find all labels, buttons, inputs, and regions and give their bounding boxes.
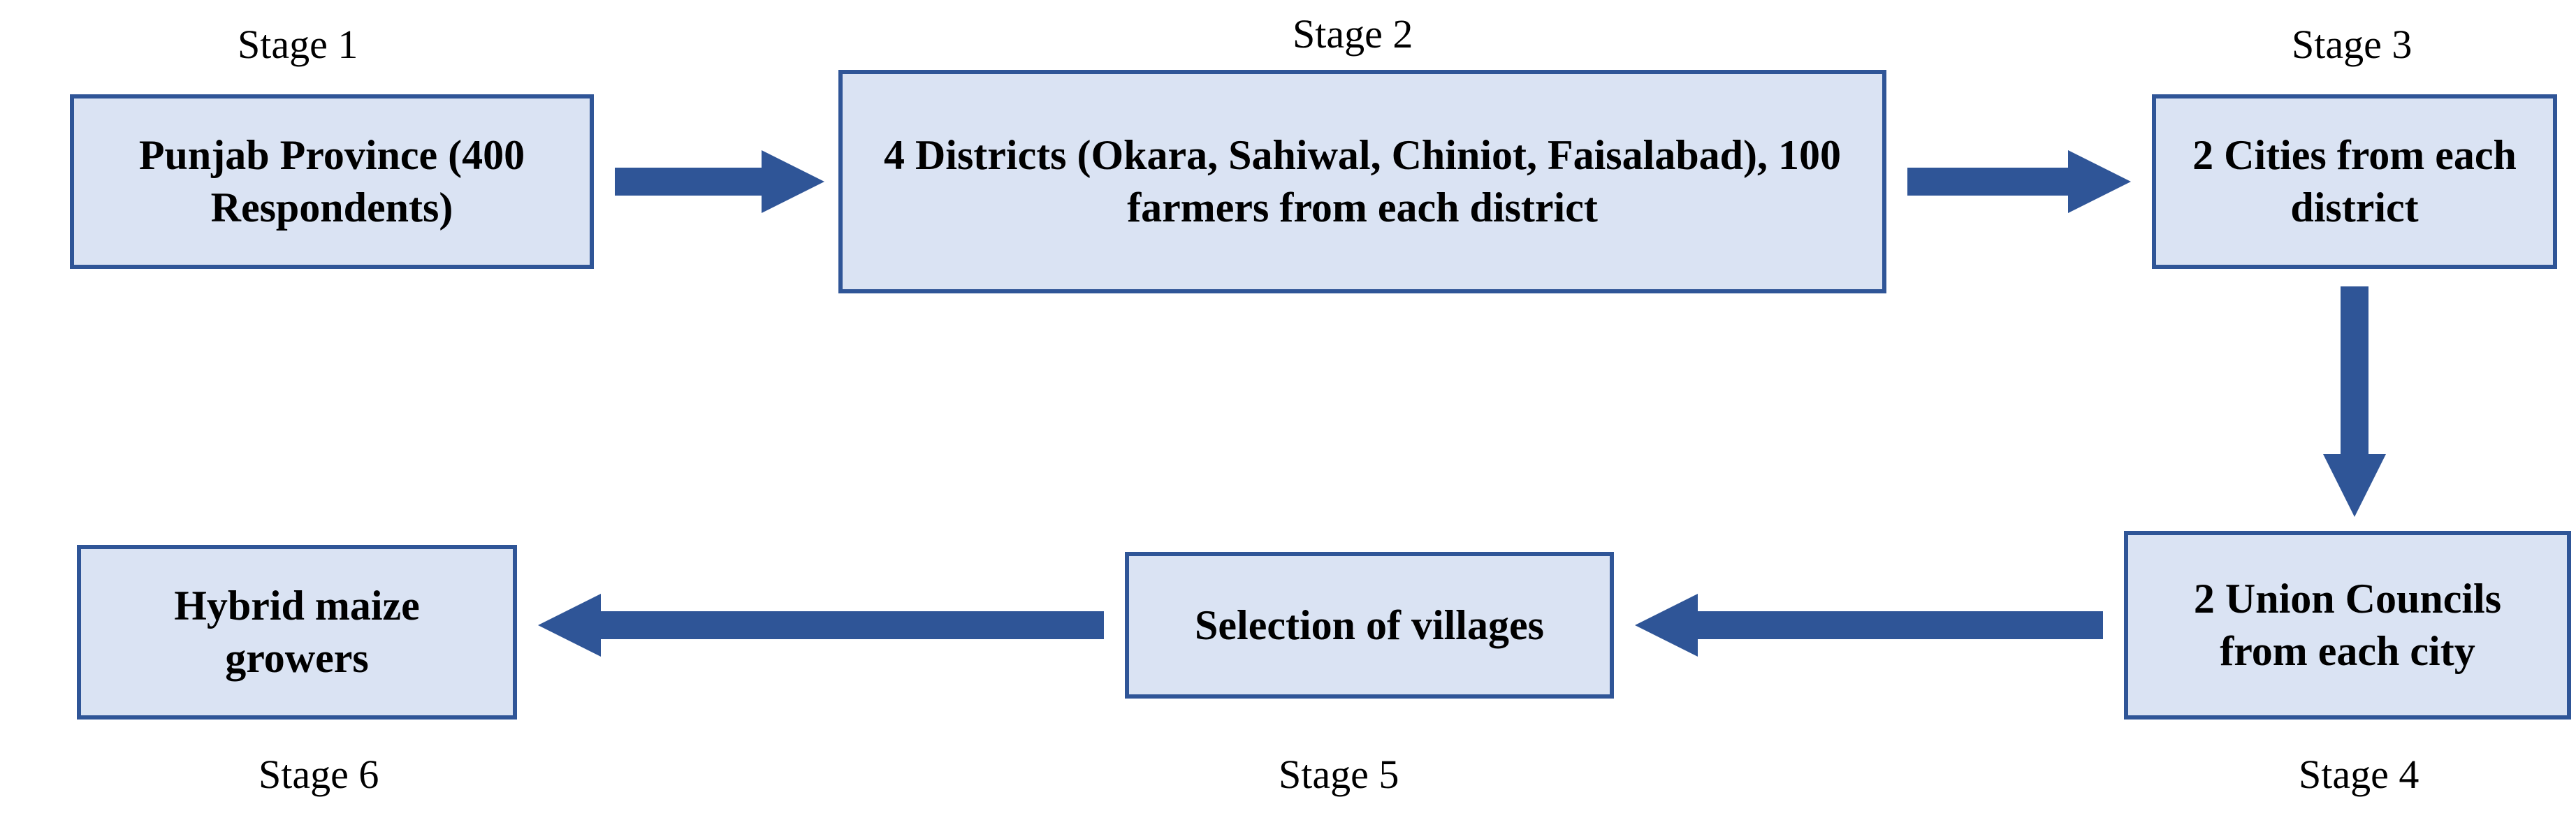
stage-5-label: Stage 5 [1279,751,1399,798]
arrow-1-to-2 [615,150,824,213]
stage-2-label: Stage 2 [1293,10,1413,57]
arrow-4-to-5 [1635,594,2103,657]
stage-3-label: Stage 3 [2292,21,2412,68]
arrow-2-to-3 [1907,150,2131,213]
stage-6-label: Stage 6 [259,751,379,798]
node-stage-2-text: 4 Districts (Okara, Sahiwal, Chiniot, Fa… [864,129,1861,234]
node-stage-1: Punjab Province (400 Respondents) [70,94,594,269]
node-stage-3-text: 2 Cities from each district [2177,129,2532,234]
node-stage-5: Selection of villages [1125,552,1614,699]
node-stage-4-text: 2 Union Councils from each city [2149,573,2546,678]
node-stage-4: 2 Union Councils from each city [2124,531,2571,720]
flowchart-canvas: Stage 1 Stage 2 Stage 3 Stage 4 Stage 5 … [0,0,2576,818]
node-stage-6-text: Hybrid maize growers [102,580,492,685]
node-stage-6: Hybrid maize growers [77,545,517,720]
stage-1-label: Stage 1 [238,21,358,68]
node-stage-1-text: Punjab Province (400 Respondents) [95,129,569,234]
arrow-3-to-4 [2323,286,2386,517]
node-stage-5-text: Selection of villages [1150,599,1589,652]
stage-4-label: Stage 4 [2299,751,2419,798]
arrow-5-to-6 [538,594,1104,657]
node-stage-2: 4 Districts (Okara, Sahiwal, Chiniot, Fa… [838,70,1886,293]
node-stage-3: 2 Cities from each district [2152,94,2557,269]
